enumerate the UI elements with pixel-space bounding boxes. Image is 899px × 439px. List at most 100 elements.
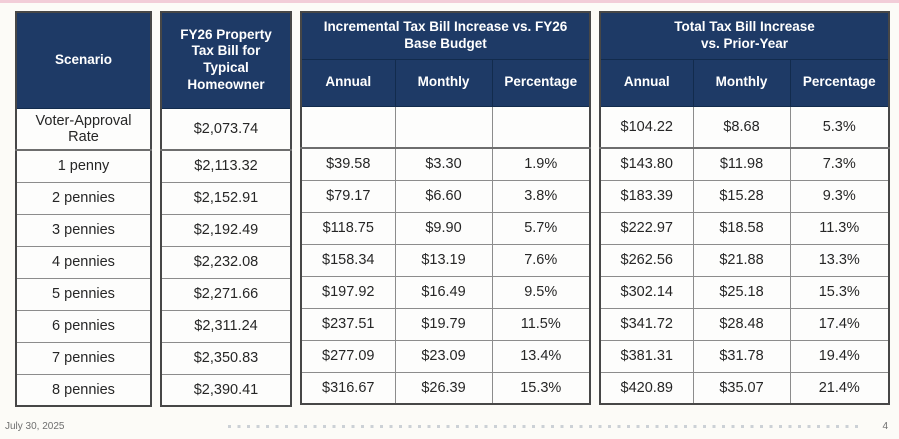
cell-inc-pct: 15.3%: [491, 371, 591, 405]
cell-tot-monthly: $31.78: [692, 339, 791, 373]
table-row: $2,192.49: [160, 213, 292, 247]
cell-tot-pct: 13.3%: [789, 243, 890, 277]
cell-fy26: $2,113.32: [160, 149, 292, 183]
table-row: [300, 105, 591, 149]
incremental-increase-table: Incremental Tax Bill Increase vs. FY26 B…: [300, 11, 591, 405]
scenario-column-table: Scenario Voter-Approval Rate 1 penny 2 pen…: [15, 11, 152, 407]
cell-tot-annual: $183.39: [599, 179, 694, 213]
table-row: $143.80 $11.98 7.3%: [599, 147, 890, 181]
cell-tot-annual: $143.80: [599, 147, 694, 181]
cell-tot-monthly: $25.18: [692, 275, 791, 309]
table-row: $341.72 $28.48 17.4%: [599, 307, 890, 341]
cell-tot-annual: $420.89: [599, 371, 694, 405]
scenario-rows: Voter-Approval Rate 1 penny 2 pennies 3 pen…: [15, 107, 152, 407]
cell-scenario: Voter-Approval Rate: [15, 107, 152, 151]
table-row: $2,311.24: [160, 309, 292, 343]
table-row: 3 pennies: [15, 213, 152, 247]
table-row: $2,232.08: [160, 245, 292, 279]
cell-fy26: $2,311.24: [160, 309, 292, 343]
tax-scenario-table: Scenario Voter-Approval Rate 1 penny 2 pen…: [15, 11, 890, 407]
table-row: $104.22 $8.68 5.3%: [599, 105, 890, 149]
cell-inc-monthly: $13.19: [394, 243, 493, 277]
cell-tot-monthly: $35.07: [692, 371, 791, 405]
cell-tot-pct: 19.4%: [789, 339, 890, 373]
top-accent-strip: [0, 0, 899, 3]
cell-tot-annual: $104.22: [599, 105, 694, 149]
cell-tot-pct: 15.3%: [789, 275, 890, 309]
cell-tot-pct: 9.3%: [789, 179, 890, 213]
table-row: Voter-Approval Rate: [15, 107, 152, 151]
cell-tot-monthly: $21.88: [692, 243, 791, 277]
cell-inc-monthly: $3.30: [394, 147, 493, 181]
table-row: 5 pennies: [15, 277, 152, 311]
table-row: $277.09 $23.09 13.4%: [300, 339, 591, 373]
cell-inc-monthly: $6.60: [394, 179, 493, 213]
cell-inc-pct: 7.6%: [491, 243, 591, 277]
table-row: $2,113.32: [160, 149, 292, 183]
table-row: $2,152.91: [160, 181, 292, 215]
table-row: $2,350.83: [160, 341, 292, 375]
total-rows: $104.22 $8.68 5.3% $143.80 $11.98 7.3% $183.39…: [599, 105, 890, 405]
cell-tot-annual: $341.72: [599, 307, 694, 341]
table-row: 6 pennies: [15, 309, 152, 343]
cell-scenario: 6 pennies: [15, 309, 152, 343]
table-row: $2,390.41: [160, 373, 292, 407]
cell-inc-pct: 5.7%: [491, 211, 591, 245]
cell-scenario: 3 pennies: [15, 213, 152, 247]
table-row: $158.34 $13.19 7.6%: [300, 243, 591, 277]
table-row: 2 pennies: [15, 181, 152, 215]
cell-inc-pct: [491, 105, 591, 149]
column-header-incremental-monthly: Monthly: [394, 58, 493, 107]
table-row: 4 pennies: [15, 245, 152, 279]
column-header-total-annual: Annual: [599, 58, 694, 107]
footer-date: July 30, 2025: [5, 421, 65, 432]
cell-inc-monthly: $16.49: [394, 275, 493, 309]
fy26-bill-column-table: FY26 Property Tax Bill for Typical Homeo…: [160, 11, 292, 407]
column-header-total-percentage: Percentage: [789, 58, 890, 107]
cell-tot-monthly: $28.48: [692, 307, 791, 341]
cell-scenario: 2 pennies: [15, 181, 152, 215]
table-row: 1 penny: [15, 149, 152, 183]
cell-inc-annual: $39.58: [300, 147, 396, 181]
cell-scenario: 4 pennies: [15, 245, 152, 279]
cell-inc-pct: 13.4%: [491, 339, 591, 373]
cell-tot-annual: $222.97: [599, 211, 694, 245]
cell-tot-monthly: $11.98: [692, 147, 791, 181]
column-header-scenario: Scenario: [15, 11, 152, 109]
cell-inc-monthly: $19.79: [394, 307, 493, 341]
cell-tot-pct: 21.4%: [789, 371, 890, 405]
table-row: 7 pennies: [15, 341, 152, 375]
cell-inc-monthly: $23.09: [394, 339, 493, 373]
cell-inc-pct: 11.5%: [491, 307, 591, 341]
cell-fy26: $2,192.49: [160, 213, 292, 247]
table-row: $420.89 $35.07 21.4%: [599, 371, 890, 405]
cell-tot-pct: 7.3%: [789, 147, 890, 181]
table-row: $237.51 $19.79 11.5%: [300, 307, 591, 341]
cell-scenario: 1 penny: [15, 149, 152, 183]
column-header-fy26-bill: FY26 Property Tax Bill for Typical Homeo…: [160, 11, 292, 109]
fy26-rows: $2,073.74 $2,113.32 $2,152.91 $2,192.49 $2,2…: [160, 107, 292, 407]
cell-tot-pct: 5.3%: [789, 105, 890, 149]
cell-tot-annual: $381.31: [599, 339, 694, 373]
table-row: $39.58 $3.30 1.9%: [300, 147, 591, 181]
cell-inc-pct: 3.8%: [491, 179, 591, 213]
table-row: $118.75 $9.90 5.7%: [300, 211, 591, 245]
cell-fy26: $2,152.91: [160, 181, 292, 215]
table-row: $302.14 $25.18 15.3%: [599, 275, 890, 309]
table-row: $2,271.66: [160, 277, 292, 311]
cell-fy26: $2,390.41: [160, 373, 292, 407]
incremental-rows: $39.58 $3.30 1.9% $79.17 $6.60 3.8% $118.75 $9.…: [300, 105, 591, 405]
cell-inc-annual: $237.51: [300, 307, 396, 341]
table-row: $381.31 $31.78 19.4%: [599, 339, 890, 373]
group-header-incremental: Incremental Tax Bill Increase vs. FY26 B…: [300, 11, 591, 60]
cell-fy26: $2,073.74: [160, 107, 292, 151]
cell-scenario: 5 pennies: [15, 277, 152, 311]
table-row: $262.56 $21.88 13.3%: [599, 243, 890, 277]
cell-scenario: 8 pennies: [15, 373, 152, 407]
cell-inc-annual: $316.67: [300, 371, 396, 405]
cell-tot-pct: 17.4%: [789, 307, 890, 341]
cell-inc-annual: [300, 105, 396, 149]
cell-tot-monthly: $15.28: [692, 179, 791, 213]
cell-scenario: 7 pennies: [15, 341, 152, 375]
